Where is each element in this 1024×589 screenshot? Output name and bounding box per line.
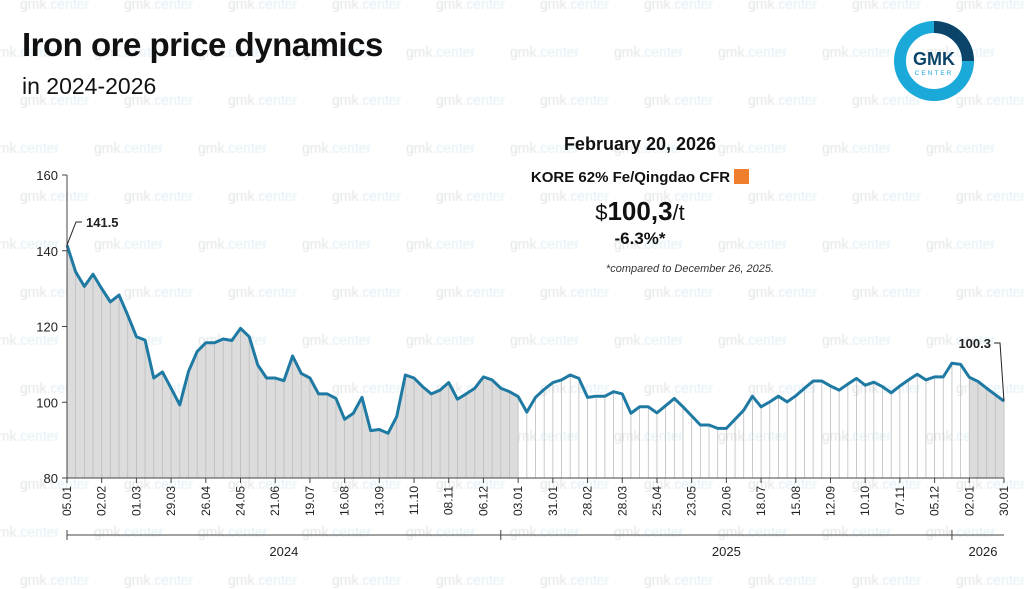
x-tick-label: 11.10 [407,486,421,515]
price-value: $100,3/t [440,196,840,228]
last-value-label: 100.3 [958,336,991,351]
x-tick-label: 28.02 [581,486,595,516]
x-tick-label: 05.12 [928,486,942,516]
gmk-center-logo: GMK CENTER [894,21,974,101]
x-tick-label: 07.11 [893,486,907,515]
series-label: KORE 62% Fe/Qingdao CFR [440,168,840,188]
page-title: Iron ore price dynamics [22,26,383,63]
x-tick-label: 30.01 [997,486,1011,516]
x-tick-label: 08.11 [442,486,456,515]
x-tick-label: 01.03 [129,486,143,516]
x-tick-label: 29.03 [164,486,178,516]
x-tick-label: 02.01 [962,486,976,516]
x-tick-label: 16.08 [338,486,352,516]
x-tick-label: 10.10 [858,486,872,516]
y-tick-label: 100 [36,395,58,410]
last-value-leader [994,342,1005,402]
comparison-note: *compared to December 26, 2025. [605,263,775,275]
x-tick-label: 12.09 [823,486,837,516]
x-tick-label: 15.08 [789,486,803,516]
x-tick-label: 25.04 [650,486,664,516]
price-number: 100,3 [607,196,673,226]
chart-axes-layer: 80 100 120 140 160 05.01 02.02 01.03 29.03 26.04 2… [36,168,1011,559]
logo-text: GMK [913,49,955,69]
x-tick-label: 02.02 [95,486,109,516]
year-label: 2026 [969,544,998,559]
price-date: February 20, 2026 [563,134,717,154]
first-value-leader [66,221,82,246]
x-tick-label: 23.05 [685,486,699,516]
x-tick-label: 03.01 [511,486,525,516]
x-tick-label: 21.06 [268,486,282,516]
logo-subtext: CENTER [915,70,954,77]
logo-segment [933,21,974,62]
y-tick-label: 80 [44,471,58,486]
y-tick-label: 120 [36,320,58,335]
series-name: KORE 62% Fe/Qingdao CFR [530,169,731,186]
price-currency: $ [595,200,608,225]
year-label: 2025 [712,544,741,559]
x-tick-label: 28.03 [615,486,629,516]
chart-fill-layer [66,245,1005,478]
x-tick-label: 13.09 [372,486,386,516]
x-tick-label: 26.04 [199,486,213,516]
chart-marks-layer [65,244,1005,435]
price-change: -6.3%* [614,229,666,248]
x-tick-label: 20.06 [719,486,733,516]
series-marker [734,169,750,184]
x-tick-label: 18.07 [754,486,768,516]
price-unit: /t [672,200,685,225]
page-subtitle: in 2024-2026 [22,73,157,99]
year-label: 2024 [269,544,298,559]
y-tick-label: 160 [36,168,58,183]
x-tick-label: 06.12 [476,486,490,516]
first-value-label: 141.5 [86,215,119,230]
x-tick-label: 24.05 [234,486,248,516]
x-tick-label: 19.07 [303,486,317,516]
x-tick-label: 05.01 [60,486,74,516]
y-tick-label: 140 [36,244,58,259]
x-tick-label: 31.01 [546,486,560,516]
